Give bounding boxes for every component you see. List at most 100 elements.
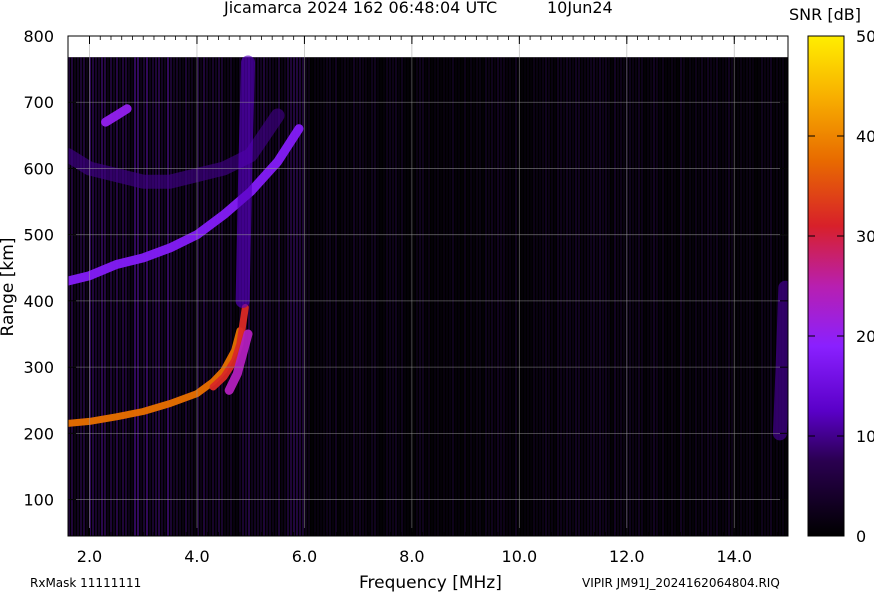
noise-column [494, 57, 496, 536]
noise-column [701, 57, 703, 536]
noise-column [557, 57, 559, 536]
noise-column [68, 57, 70, 536]
noise-column [410, 57, 412, 536]
noise-column [719, 57, 721, 536]
noise-column [617, 57, 619, 536]
noise-column [344, 57, 346, 536]
noise-column [443, 57, 445, 536]
noise-column [695, 57, 697, 536]
noise-column [566, 57, 568, 536]
noise-column [104, 57, 106, 536]
noise-column [194, 57, 196, 536]
noise-column [431, 57, 433, 536]
noise-column [275, 57, 277, 536]
noise-column [230, 57, 232, 536]
axes: 2.0 4.0 6.0 8.0 10.0 12.0 14.0 100 200 300 400 500 6… [23, 27, 789, 566]
noise-column [308, 57, 310, 536]
noise-column [482, 57, 484, 536]
colorbar: 50 40 30 20 10 0 [807, 27, 874, 546]
noise-column [458, 57, 460, 536]
noise-column [512, 57, 514, 536]
noise-column [293, 57, 295, 536]
noise-column [770, 57, 772, 536]
noise-column [605, 57, 607, 536]
noise-column [698, 57, 700, 536]
noise-column [644, 57, 646, 536]
noise-column [86, 57, 88, 536]
noise-column [680, 57, 682, 536]
noise-column [674, 57, 676, 536]
noise-column [128, 57, 130, 536]
noise-column [602, 57, 604, 536]
noise-column [587, 57, 589, 536]
noise-column [260, 57, 262, 536]
plot-background [68, 36, 788, 536]
noise-column [224, 57, 226, 536]
noise-column [608, 57, 610, 536]
noise-column [722, 57, 724, 536]
noise-column [92, 57, 94, 536]
noise-column [650, 57, 652, 536]
noise-column [476, 57, 478, 536]
noise-column [320, 57, 322, 536]
noise-column [686, 57, 688, 536]
noise-column [326, 57, 328, 536]
noise-column [665, 57, 667, 536]
noise-column [506, 57, 508, 536]
noise-column [551, 57, 553, 536]
noise-column [422, 57, 424, 536]
noise-column [140, 57, 142, 536]
noise-column [635, 57, 637, 536]
noise-column [383, 57, 385, 536]
noise-column [662, 57, 664, 536]
noise-column [203, 57, 205, 536]
noise-column [311, 57, 313, 536]
noise-column [179, 57, 181, 536]
noise-column [455, 57, 457, 536]
noise-column [377, 57, 379, 536]
noise-column [425, 57, 427, 536]
colorbar-title: SNR [dB] [789, 5, 861, 24]
noise-column [755, 57, 757, 536]
noise-column [113, 57, 115, 536]
noise-column [233, 57, 235, 536]
echo-trace [224, 329, 253, 395]
x-tick-label: 8.0 [399, 547, 424, 566]
noise-column [317, 57, 319, 536]
noise-column [497, 57, 499, 536]
x-tick-label: 12.0 [609, 547, 645, 566]
noise-column [98, 57, 100, 536]
noise-column [125, 57, 127, 536]
echo-trace [101, 104, 132, 127]
noise-column [707, 57, 709, 536]
noise-column [653, 57, 655, 536]
noise-column [671, 57, 673, 536]
x-axis-label: Frequency [MHz] [359, 573, 502, 593]
noise-column [533, 57, 535, 536]
colorbar-tick-label: 20 [856, 327, 874, 346]
noise-column [89, 57, 91, 536]
noise-column [572, 57, 574, 536]
noise-column [257, 57, 259, 536]
y-tick-label: 800 [23, 27, 54, 46]
noise-column [575, 57, 577, 536]
noise-column [302, 57, 304, 536]
no-data-strip [68, 36, 788, 58]
noise-column [284, 57, 286, 536]
noise-column [80, 57, 82, 536]
noise-column [689, 57, 691, 536]
colorbar-tick-label: 30 [856, 227, 874, 246]
noise-column [371, 57, 373, 536]
colorbar-tick-label: 10 [856, 427, 874, 446]
file-label: VIPIR JM91J_2024162064804.RIQ [582, 576, 780, 590]
x-tick-label: 10.0 [502, 547, 538, 566]
colorbar-gradient [807, 35, 845, 537]
chart-date: 10Jun24 [547, 0, 613, 17]
noise-column [638, 57, 640, 536]
noise-column [266, 57, 268, 536]
noise-column [704, 57, 706, 536]
echo-trace [68, 327, 244, 427]
noise-column [332, 57, 334, 536]
noise-column [761, 57, 763, 536]
